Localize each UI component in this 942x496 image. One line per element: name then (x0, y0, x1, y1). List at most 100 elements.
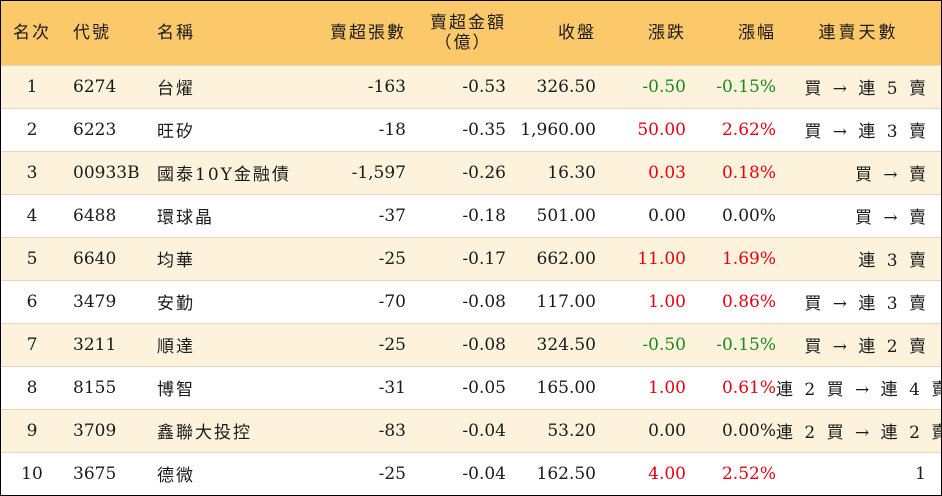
cell-net-sell-amount: -0.08 (462, 291, 506, 312)
cell-change: 11.00 (637, 248, 686, 269)
cell-consecutive-days: 買 → 連 3 賣 (804, 294, 929, 314)
cell-name: 博智 (157, 380, 195, 400)
cell-change: -0.50 (642, 76, 686, 97)
cell-change: 0.00 (648, 205, 686, 226)
cell-code: 6488 (73, 205, 117, 226)
cell-change: 0.03 (648, 162, 686, 183)
cell-change: 0.00 (648, 420, 686, 441)
cell-net-sell-volume: -163 (367, 76, 406, 97)
cell-net-sell-amount: -0.53 (462, 76, 506, 97)
cell-name: 旺矽 (157, 122, 195, 142)
cell-rank: 10 (21, 463, 43, 484)
table-header: 名次 代號 名稱 賣超張數 賣超金額 （億） 收盤 漲跌 漲幅 連賣天數 (1, 1, 941, 65)
cell-consecutive-days: 買 → 賣 (854, 165, 929, 185)
table-row: 10 3675 德微 -25 -0.04 162.50 4.00 2.52% 1 (1, 452, 941, 495)
header-net-sell-amount: 賣超金額 （億） (406, 1, 506, 65)
cell-change-pct: 0.61% (721, 377, 776, 398)
cell-name: 順達 (157, 337, 195, 357)
cell-change-pct: 0.86% (721, 291, 776, 312)
cell-close: 501.00 (536, 205, 596, 226)
cell-code: 6223 (73, 119, 117, 140)
header-code: 代號 (73, 22, 111, 43)
cell-code: 3479 (73, 291, 117, 312)
cell-close: 324.50 (536, 334, 596, 355)
cell-net-sell-amount: -0.18 (462, 205, 506, 226)
cell-name: 台燿 (157, 79, 195, 99)
cell-consecutive-days: 買 → 連 5 賣 (804, 79, 929, 99)
cell-name: 均華 (157, 251, 195, 271)
table-row: 5 6640 均華 -25 -0.17 662.00 11.00 1.69% 連 3 賣 (1, 237, 941, 280)
cell-net-sell-volume: -31 (378, 377, 406, 398)
cell-change-pct: 2.62% (721, 119, 776, 140)
cell-name: 安勤 (157, 294, 195, 314)
cell-change: -0.50 (642, 334, 686, 355)
cell-net-sell-amount: -0.08 (462, 334, 506, 355)
cell-consecutive-days: 連 2 買 → 連 4 賣 (776, 380, 942, 400)
table-row: 4 6488 環球晶 -37 -0.18 501.00 0.00 0.00% 買 → 賣 (1, 194, 941, 237)
table-body: 1 6274 台燿 -163 -0.53 326.50 -0.50 -0.15% 買 → 連 5… (1, 65, 942, 495)
header-close: 收盤 (558, 22, 596, 43)
table-row: 7 3211 順達 -25 -0.08 324.50 -0.50 -0.15% 買 → 連 2 … (1, 323, 941, 366)
cell-name: 鑫聯大投控 (157, 423, 252, 443)
cell-change-pct: 0.18% (721, 162, 776, 183)
cell-change: 50.00 (637, 119, 686, 140)
cell-close: 326.50 (536, 76, 596, 97)
cell-consecutive-days: 連 3 賣 (858, 251, 929, 271)
header-change: 漲跌 (648, 22, 686, 43)
cell-net-sell-amount: -0.05 (462, 377, 506, 398)
cell-rank: 6 (26, 291, 38, 312)
cell-change-pct: 1.69% (721, 248, 776, 269)
cell-change: 1.00 (648, 377, 686, 398)
cell-net-sell-amount: -0.04 (462, 463, 506, 484)
cell-code: 3675 (73, 463, 117, 484)
cell-close: 662.00 (536, 248, 596, 269)
cell-name: 德微 (157, 466, 195, 487)
cell-rank: 1 (26, 76, 38, 97)
cell-net-sell-volume: -70 (378, 291, 406, 312)
table-row: 6 3479 安勤 -70 -0.08 117.00 1.00 0.86% 買 → 連 3 賣 (1, 280, 941, 323)
cell-net-sell-volume: -83 (378, 420, 406, 441)
cell-code: 6274 (73, 76, 117, 97)
cell-change-pct: 0.00% (721, 420, 776, 441)
header-net-sell-volume: 賣超張數 (330, 22, 406, 43)
cell-consecutive-days: 1 (915, 463, 929, 484)
cell-name: 國泰10Y金融債 (157, 165, 291, 185)
cell-rank: 4 (26, 205, 38, 226)
cell-rank: 9 (26, 420, 38, 441)
cell-change: 4.00 (648, 463, 686, 484)
header-row: 名次 代號 名稱 賣超張數 賣超金額 （億） 收盤 漲跌 漲幅 連賣天數 (1, 1, 941, 65)
cell-change: 1.00 (648, 291, 686, 312)
cell-code: 3709 (73, 420, 117, 441)
cell-net-sell-volume: -25 (378, 463, 406, 484)
header-rank: 名次 (13, 22, 51, 43)
table-row: 1 6274 台燿 -163 -0.53 326.50 -0.50 -0.15% 買 → 連 5… (1, 65, 941, 108)
header-net-sell-amount-line1: 賣超金額 (430, 12, 506, 33)
cell-code: 8155 (73, 377, 117, 398)
table-row: 9 3709 鑫聯大投控 -83 -0.04 53.20 0.00 0.00% 連 2 買 → … (1, 409, 942, 452)
cell-net-sell-volume: -25 (378, 248, 406, 269)
cell-net-sell-volume: -37 (378, 205, 406, 226)
header-change-pct: 漲幅 (738, 22, 776, 43)
table-row: 3 00933B 國泰10Y金融債 -1,597 -0.26 16.30 0.03 0.18%… (1, 151, 941, 194)
cell-change-pct: -0.15% (716, 76, 776, 97)
cell-rank: 3 (26, 162, 38, 183)
cell-change-pct: 0.00% (721, 205, 776, 226)
cell-rank: 8 (26, 377, 38, 398)
cell-code: 00933B (73, 162, 140, 183)
table-row: 8 8155 博智 -31 -0.05 165.00 1.00 0.61% 連 2 買 → 連 … (1, 366, 942, 409)
cell-name: 環球晶 (157, 208, 214, 228)
cell-code: 3211 (73, 334, 117, 355)
cell-rank: 5 (26, 248, 38, 269)
cell-consecutive-days: 買 → 賣 (854, 208, 929, 228)
cell-net-sell-volume: -18 (378, 119, 406, 140)
cell-consecutive-days: 買 → 連 2 賣 (804, 337, 929, 357)
cell-net-sell-volume: -1,597 (351, 162, 406, 183)
cell-change-pct: 2.52% (721, 463, 776, 484)
cell-net-sell-amount: -0.35 (462, 119, 506, 140)
cell-close: 1,960.00 (520, 119, 596, 140)
cell-net-sell-amount: -0.26 (462, 162, 506, 183)
cell-net-sell-amount: -0.04 (462, 420, 506, 441)
cell-rank: 7 (26, 334, 38, 355)
